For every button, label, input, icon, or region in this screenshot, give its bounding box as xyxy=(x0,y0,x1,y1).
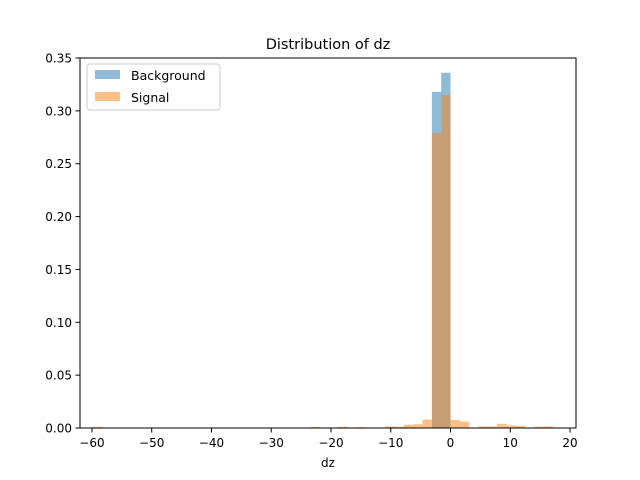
bar-signal-8 xyxy=(422,419,432,428)
bar-signal-1 xyxy=(310,426,320,428)
x-axis-title: dz xyxy=(321,456,335,470)
x-tick-label: −50 xyxy=(139,436,164,450)
bar-signal-0 xyxy=(92,426,102,428)
legend-label-signal: Signal xyxy=(131,90,169,105)
bar-signal-18 xyxy=(534,426,544,428)
bar-signal-10 xyxy=(441,95,451,428)
bar-signal-19 xyxy=(543,426,554,428)
bars-layer xyxy=(92,72,554,429)
bar-signal-16 xyxy=(506,425,516,428)
bar-signal-7 xyxy=(413,424,423,428)
x-tick-label: −60 xyxy=(79,436,104,450)
chart-title: Distribution of dz xyxy=(266,37,391,53)
bar-signal-13 xyxy=(478,426,488,428)
y-tick-label: 0.25 xyxy=(45,157,72,171)
plot-frame xyxy=(79,57,577,429)
x-tick-label: 10 xyxy=(503,436,518,450)
bar-signal-6 xyxy=(404,424,414,428)
x-tick-label: −30 xyxy=(259,436,284,450)
bar-signal-12 xyxy=(459,421,470,428)
legend-swatch-signal xyxy=(95,92,120,101)
bar-signal-2 xyxy=(338,426,348,428)
x-tick-label: 0 xyxy=(447,436,455,450)
x-tick-label: −40 xyxy=(199,436,224,450)
bar-signal-5 xyxy=(394,426,404,428)
y-tick-label: 0.35 xyxy=(45,52,72,66)
legend-box xyxy=(86,63,221,111)
y-tick-label: 0.05 xyxy=(45,369,72,383)
y-tick-label: 0.15 xyxy=(45,263,72,277)
x-tick-label: 20 xyxy=(562,436,577,450)
y-tick-label: 0.20 xyxy=(45,210,72,224)
bar-signal-9 xyxy=(431,133,442,428)
bar-signal-11 xyxy=(450,420,460,428)
bar-signal-15 xyxy=(497,423,507,428)
x-axis: −60 −50 −40 −30 −20 −10 0 10 20 xyxy=(79,428,578,450)
x-tick-label: −10 xyxy=(378,436,403,450)
bar-signal-17 xyxy=(515,425,525,428)
y-tick-label: 0.10 xyxy=(45,316,72,330)
legend-swatch-background xyxy=(95,70,120,79)
y-tick-label: 0.30 xyxy=(45,104,72,118)
y-tick-label: 0.00 xyxy=(45,422,72,436)
y-axis: 0.00 0.05 0.10 0.15 0.20 0.25 0.30 0.35 xyxy=(45,52,80,436)
legend-label-background: Background xyxy=(131,68,206,83)
legend: Background Signal xyxy=(86,63,221,111)
x-tick-label: −20 xyxy=(318,436,343,450)
bar-signal-14 xyxy=(487,426,497,428)
bar-signal-4 xyxy=(385,426,395,428)
